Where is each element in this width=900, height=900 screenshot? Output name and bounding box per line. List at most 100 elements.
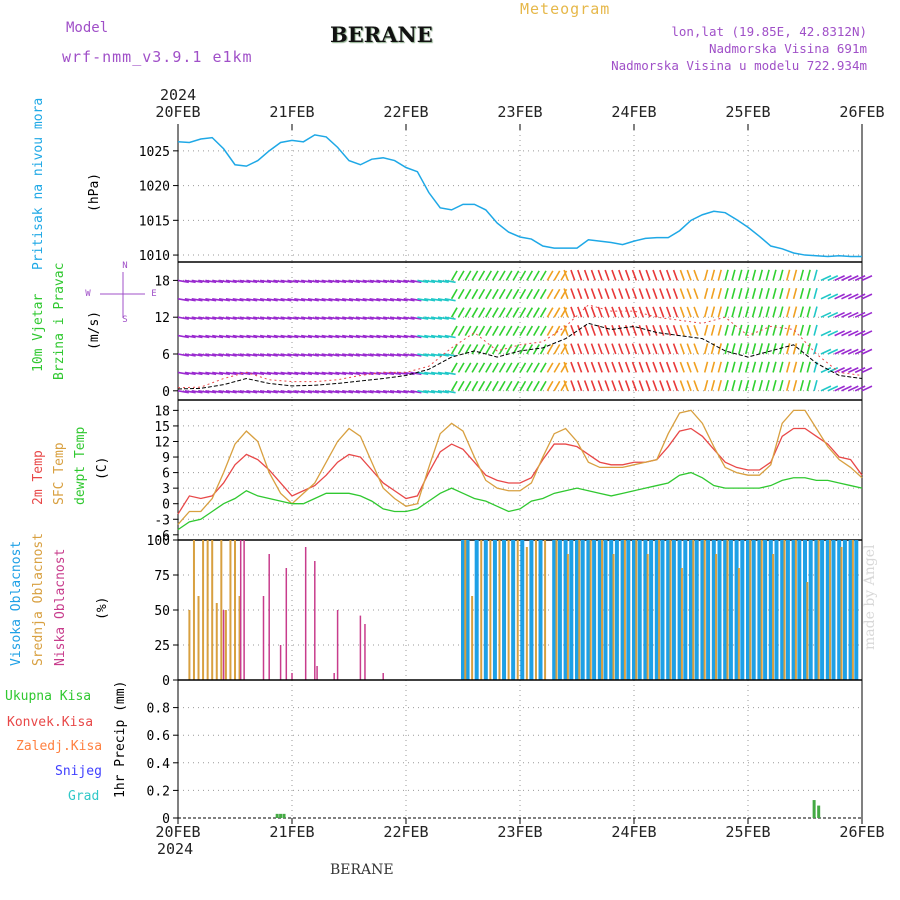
wind-barb (779, 343, 784, 355)
wind-barb (590, 361, 596, 373)
wind-barb (827, 348, 839, 355)
wind-barb (563, 306, 569, 318)
wind-barb (679, 288, 685, 300)
wind-barb (611, 288, 617, 300)
wind-barb (792, 269, 798, 281)
high-cloud-bar (689, 540, 693, 680)
wind-barb (457, 307, 465, 318)
wind-barb (570, 380, 576, 392)
wind-barb (820, 367, 832, 374)
wind-barb (177, 371, 189, 376)
wind-barb (717, 287, 722, 300)
wind-barb (273, 371, 285, 376)
wind-barb (280, 390, 292, 394)
wind-barb (841, 275, 852, 282)
wind-barb (177, 390, 189, 394)
wind-barb (450, 380, 458, 392)
wind-barb (246, 298, 258, 302)
wind-barb (597, 269, 603, 281)
y-tick-label: 1025 (139, 145, 170, 160)
high-cloud-bar (586, 540, 591, 680)
wind-barb (464, 270, 472, 281)
wind-barb (307, 371, 319, 376)
high-cloud-bar (820, 540, 825, 680)
legend-hail: Grad (68, 789, 99, 804)
wind-barb (672, 343, 679, 355)
top-date-label: 20FEB (155, 103, 200, 121)
wind-barb (751, 379, 757, 392)
precip-unit: 1hr Precip (mm) (113, 681, 128, 798)
wind-barb (553, 270, 561, 281)
wind-barb (703, 287, 709, 300)
y-tick-label: 12 (154, 311, 170, 326)
wind-barb (539, 325, 547, 337)
wind-barb (491, 307, 499, 318)
wind-barb (813, 287, 818, 300)
wind-barb (444, 316, 456, 320)
wind-barb (717, 324, 722, 336)
wind-barb (772, 306, 777, 318)
high-cloud-bar (563, 540, 568, 680)
wind-barb (505, 307, 513, 318)
wind-barb (314, 390, 326, 394)
wind-barb (369, 316, 381, 320)
wind-barb (403, 353, 415, 357)
wind-barb (177, 316, 189, 320)
wind-barb (430, 371, 443, 376)
wind-barb (679, 380, 685, 392)
wind-barb (328, 390, 340, 394)
wind-barb (765, 306, 770, 318)
wind-barb (847, 293, 859, 300)
high-cloud-bar (609, 540, 614, 680)
wind-barb (239, 334, 251, 339)
wind-barb (321, 371, 333, 376)
mid-cloud-bar (794, 540, 797, 680)
wind-barb (471, 307, 479, 318)
wind-barb (376, 316, 388, 320)
wind-barb (841, 367, 852, 374)
y-tick-label: 1010 (139, 249, 170, 264)
wind-unit: (m/s) (87, 311, 102, 350)
y-tick-label: 18 (154, 274, 170, 289)
high-cloud-bar (763, 540, 768, 680)
wind-barb (765, 343, 770, 355)
wind-barb (806, 361, 811, 373)
wind-barb (417, 390, 429, 394)
wind-barb (724, 269, 729, 281)
wind-barb (471, 362, 479, 373)
wind-barb (342, 371, 354, 376)
low-cloud-bar (336, 610, 339, 680)
wind-barb (266, 298, 278, 302)
mid-cloud-bar (840, 547, 843, 680)
wind-barb (820, 348, 832, 355)
wind-barb (177, 353, 189, 357)
high-cloud-bar (791, 540, 796, 680)
wind-barb (744, 287, 750, 300)
y-tick-label: 75 (154, 569, 170, 584)
wind-barb (273, 334, 285, 339)
wind-barb (679, 269, 685, 281)
mid-cloud-bar (525, 547, 528, 680)
wind-barb (604, 269, 610, 281)
wind-barb (861, 275, 873, 282)
wind-barb (191, 390, 203, 394)
low-cloud-bar (316, 666, 318, 680)
wind-barb (618, 324, 624, 336)
wind-barb (485, 344, 492, 355)
pressure-panel: 1010 1015 1020 1025 (139, 130, 863, 264)
wind-barb (246, 334, 258, 339)
wind-barb (827, 385, 839, 392)
wind-barb (679, 343, 685, 355)
y-tick-label: 0 (162, 498, 170, 513)
wind-barb (827, 330, 839, 337)
wind-barb (410, 279, 422, 284)
wind-barb (410, 298, 422, 302)
wind-barb (273, 298, 285, 302)
wind-barb (618, 269, 624, 281)
high-cloud-bar (529, 540, 534, 680)
wind-barb (485, 325, 492, 337)
wind-barb (765, 324, 770, 336)
wind-barb (328, 371, 340, 376)
wind-barb (799, 379, 805, 392)
wind-barb (450, 362, 458, 373)
